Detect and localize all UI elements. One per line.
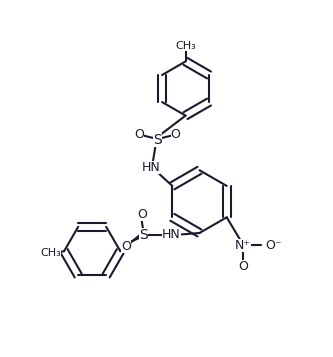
Text: O⁻: O⁻ bbox=[265, 239, 282, 252]
Text: CH₃: CH₃ bbox=[175, 41, 196, 51]
Text: O: O bbox=[135, 128, 144, 141]
Text: S: S bbox=[139, 228, 148, 242]
Text: O: O bbox=[238, 260, 248, 273]
Text: HN: HN bbox=[162, 228, 181, 241]
Text: CH₃: CH₃ bbox=[41, 248, 61, 258]
Text: O: O bbox=[137, 208, 147, 221]
Text: O: O bbox=[171, 128, 180, 141]
Text: S: S bbox=[153, 133, 162, 147]
Text: N⁺: N⁺ bbox=[235, 239, 251, 252]
Text: HN: HN bbox=[142, 161, 160, 174]
Text: O: O bbox=[121, 240, 131, 253]
